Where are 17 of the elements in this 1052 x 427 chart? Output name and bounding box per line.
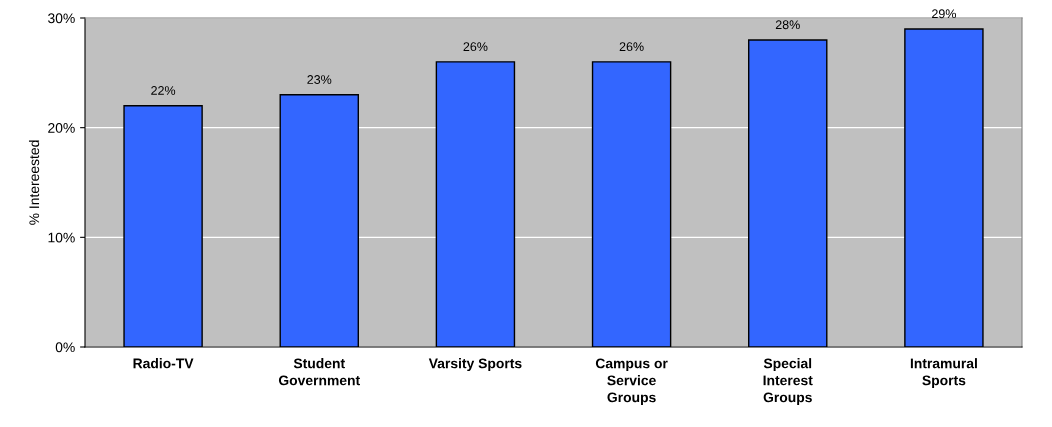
data-label: 26% (619, 42, 644, 52)
x-tick-label: Special Interest Groups (763, 358, 813, 405)
data-label: 26% (463, 42, 488, 52)
data-label: 23% (307, 75, 332, 84)
x-tick-label: Campus or Service Groups (595, 358, 668, 405)
data-label: 28% (775, 20, 800, 30)
x-tick-label: Student Government (278, 358, 360, 386)
data-label: 22% (151, 86, 176, 95)
y-tick-label: 30% (48, 13, 75, 24)
y-tick-label: 10% (48, 232, 75, 243)
y-axis-title: % Intereested (28, 140, 40, 225)
x-tick-label: Radio-TV (133, 358, 194, 369)
x-tick-label: Intramural Sports (910, 358, 977, 389)
y-tick-label: 20% (48, 123, 75, 133)
x-tick-label: Varsity Sports (428, 358, 522, 372)
y-tick-label: 0% (55, 342, 75, 353)
data-label: 29% (932, 9, 956, 19)
